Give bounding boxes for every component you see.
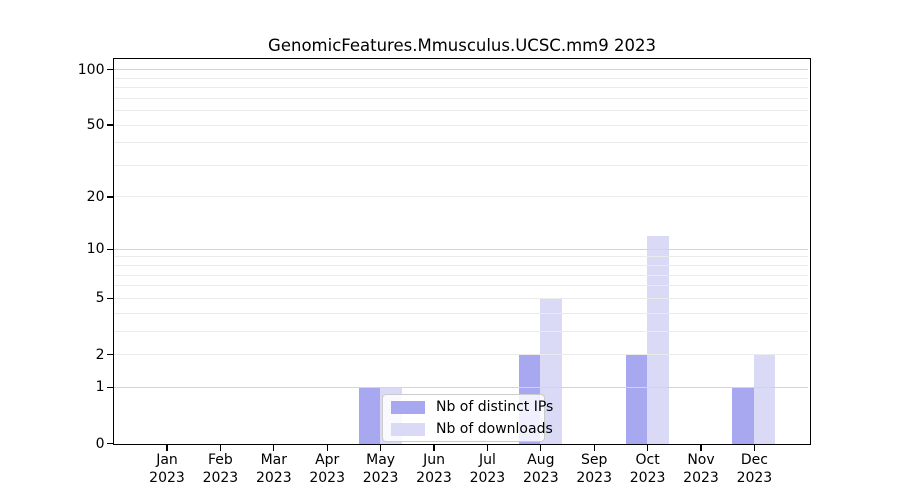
grid-line-minor	[114, 285, 808, 287]
grid-line-minor	[114, 265, 808, 267]
grid-line-major	[114, 69, 808, 71]
y-tick-mark	[106, 124, 113, 126]
grid-line-minor	[114, 77, 808, 79]
x-tick-label: Oct 2023	[629, 452, 666, 486]
x-tick-mark	[753, 444, 756, 451]
x-tick-mark	[486, 444, 489, 451]
x-tick-mark	[433, 444, 435, 451]
y-tick-mark	[106, 196, 113, 198]
grid-line-minor	[114, 124, 808, 126]
x-tick-mark	[700, 444, 702, 451]
x-tick-mark	[593, 444, 595, 451]
grid-line-minor	[114, 312, 808, 314]
legend: Nb of distinct IPs Nb of downloads	[382, 394, 553, 442]
x-tick-label: Mar 2023	[255, 452, 292, 486]
legend-swatch	[391, 422, 425, 436]
x-tick-mark	[540, 444, 542, 451]
x-tick-label: Dec 2023	[736, 452, 773, 486]
x-tick-mark	[219, 444, 222, 451]
grid-line-minor	[114, 164, 808, 166]
x-tick-mark	[326, 444, 328, 451]
x-tick-label: Jul 2023	[469, 452, 506, 486]
grid-line-minor	[114, 97, 808, 99]
y-tick-mark	[106, 386, 113, 389]
plot-area	[113, 58, 811, 445]
x-tick-label: May 2023	[362, 452, 399, 486]
grid-line-minor	[114, 110, 808, 112]
grid-line-major	[114, 248, 808, 250]
y-tick-label: 1	[95, 379, 105, 396]
chart-title: GenomicFeatures.Mmusculus.UCSC.mm9 2023	[268, 36, 656, 55]
x-tick-label: Sep 2023	[576, 452, 612, 486]
grid-line-minor	[114, 87, 808, 89]
x-tick-mark	[379, 444, 382, 451]
x-tick-label: Nov 2023	[683, 452, 719, 486]
x-tick-label: Feb 2023	[202, 452, 239, 486]
y-tick-label: 20	[86, 188, 105, 205]
bar-distinct-ips	[625, 355, 648, 444]
y-tick-label: 5	[95, 290, 105, 307]
x-tick-label: Jan 2023	[149, 452, 185, 486]
bar-downloads	[647, 236, 669, 444]
legend-item: Nb of distinct IPs	[391, 398, 553, 417]
bar-distinct-ips	[358, 387, 381, 444]
x-tick-label: Aug 2023	[522, 452, 559, 486]
bar-downloads	[753, 355, 776, 444]
x-tick-mark	[273, 444, 275, 451]
x-tick-mark	[166, 444, 168, 451]
y-tick-mark	[106, 353, 113, 356]
y-tick-label: 10	[86, 241, 105, 258]
bar-distinct-ips	[732, 387, 754, 444]
y-tick-label: 2	[95, 346, 105, 363]
legend-label: Nb of distinct IPs	[436, 399, 554, 415]
legend-item: Nb of downloads	[391, 420, 553, 439]
y-tick-mark	[106, 297, 113, 300]
grid-line-minor	[114, 354, 808, 355]
grid-line-minor	[114, 142, 808, 144]
y-tick-mark	[106, 68, 113, 71]
x-tick-mark	[646, 444, 649, 451]
x-tick-label: Jun 2023	[416, 452, 452, 486]
y-tick-label: 100	[77, 61, 105, 78]
y-tick-label: 50	[86, 117, 105, 134]
grid-line-minor	[114, 196, 808, 198]
legend-swatch	[391, 400, 425, 414]
bar-downloads	[540, 298, 562, 444]
y-tick-mark	[106, 442, 113, 445]
y-tick-label: 0	[95, 435, 105, 452]
grid-line-minor	[114, 256, 808, 258]
grid-line-minor	[114, 297, 808, 299]
y-tick-mark	[106, 248, 113, 250]
legend-label: Nb of downloads	[436, 421, 553, 437]
grid-line-minor	[114, 330, 808, 332]
x-tick-label: Apr 2023	[309, 452, 345, 486]
grid-line-minor	[114, 274, 808, 276]
grid-line-major	[114, 386, 808, 388]
